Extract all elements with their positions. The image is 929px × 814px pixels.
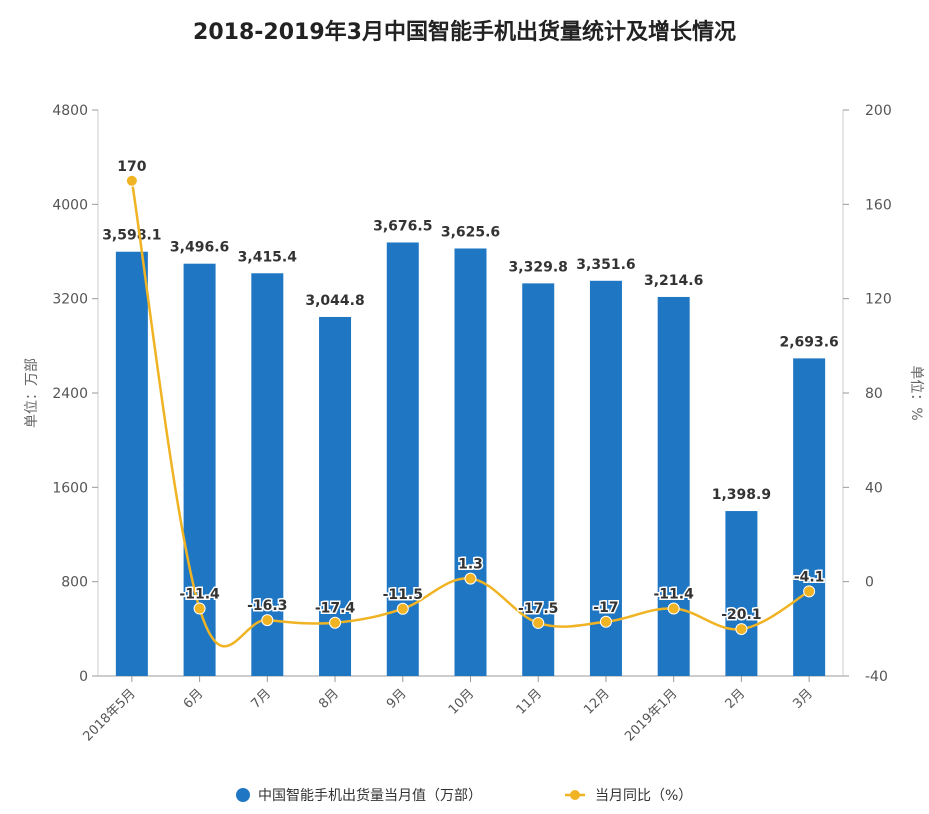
- y-left-tick-label: 3200: [52, 292, 88, 308]
- legend-bar-marker: [236, 788, 250, 802]
- y-right-tick-label: 120: [865, 292, 892, 308]
- bar-value-label: 3,625.6: [441, 224, 500, 240]
- growth-point: [125, 174, 138, 187]
- y-right-tick-label: 0: [865, 575, 874, 591]
- bar-value-label: 3,044.8: [305, 293, 364, 309]
- legend-line-label: 当月同比（%）: [595, 788, 692, 804]
- growth-point: [329, 616, 342, 629]
- bar-value-label: 3,329.8: [509, 259, 568, 275]
- growth-value-label: -11.4: [179, 587, 220, 603]
- growth-value-label: -17.4: [315, 601, 356, 617]
- bar-value-label: 3,415.4: [238, 249, 298, 265]
- legend-bar-label: 中国智能手机出货量当月值（万部）: [258, 787, 482, 804]
- bar: [725, 511, 758, 676]
- y-right-tick-label: 160: [865, 197, 892, 213]
- y-left-tick-label: 1600: [52, 480, 88, 496]
- growth-point: [396, 602, 409, 615]
- bar-value-label: 2,693.6: [779, 334, 838, 350]
- growth-point: [803, 585, 816, 598]
- bar: [319, 316, 352, 676]
- growth-point: [261, 614, 274, 627]
- growth-value-label: -4.1: [794, 569, 825, 585]
- growth-value-label: 170: [117, 159, 146, 175]
- growth-value-label: -17.5: [518, 601, 558, 617]
- growth-value-label: -11.5: [383, 587, 423, 603]
- bar: [522, 283, 555, 676]
- y-right-tick-label: 80: [865, 386, 883, 402]
- growth-value-label: -20.1: [721, 607, 761, 623]
- y-left-tick-label: 800: [61, 575, 88, 591]
- bar: [251, 273, 284, 676]
- x-tick-label: 11月: [514, 686, 545, 717]
- legend-line-dot: [570, 790, 580, 800]
- x-tick-label: 9月: [384, 686, 410, 712]
- x-tick-label: 2019年1月: [622, 686, 680, 744]
- y-right-tick-label: 40: [865, 480, 883, 496]
- growth-point: [735, 623, 748, 636]
- x-tick-label: 10月: [446, 686, 477, 717]
- growth-point: [464, 572, 477, 585]
- y-left-tick-label: 4000: [52, 197, 88, 213]
- bar: [589, 280, 622, 676]
- x-tick-label: 12月: [581, 686, 612, 717]
- bar-value-label: 3,598.1: [102, 228, 161, 244]
- bar-value-label: 3,676.5: [373, 218, 432, 234]
- growth-value-label: 1.3: [458, 557, 483, 573]
- x-tick-label: 2月: [723, 686, 749, 712]
- y-left-tick-label: 4800: [52, 103, 88, 119]
- y-left-axis-title: 单位：万部: [24, 358, 40, 428]
- x-tick-label: 8月: [316, 686, 342, 712]
- y-right-axis-title: 单位：%: [908, 365, 924, 420]
- bar: [454, 248, 487, 677]
- bar-value-label: 3,496.6: [170, 240, 229, 256]
- bar-value-label: 3,351.6: [576, 257, 635, 273]
- x-tick-label: 7月: [248, 686, 274, 712]
- chart-title: 2018-2019年3月中国智能手机出货量统计及增长情况: [193, 20, 736, 45]
- growth-point: [193, 602, 206, 615]
- bar: [657, 296, 690, 676]
- bar: [115, 251, 148, 676]
- growth-value-label: -11.4: [654, 587, 695, 603]
- y-left-tick-label: 0: [79, 669, 88, 685]
- y-left-tick-label: 2400: [52, 386, 88, 402]
- bar-value-label: 1,398.9: [712, 487, 771, 503]
- bar: [793, 358, 826, 676]
- y-right-tick-label: -40: [865, 669, 888, 685]
- y-right-tick-label: 200: [865, 103, 892, 119]
- x-tick-label: 2018年5月: [80, 686, 138, 744]
- x-tick-label: 3月: [790, 686, 816, 712]
- x-tick-label: 6月: [181, 686, 207, 712]
- growth-value-label: -16.3: [247, 598, 287, 614]
- growth-point: [667, 602, 680, 615]
- growth-value-label: -17: [593, 600, 618, 616]
- growth-point: [599, 615, 612, 628]
- bar-value-label: 3,214.6: [644, 273, 703, 289]
- growth-point: [532, 616, 545, 629]
